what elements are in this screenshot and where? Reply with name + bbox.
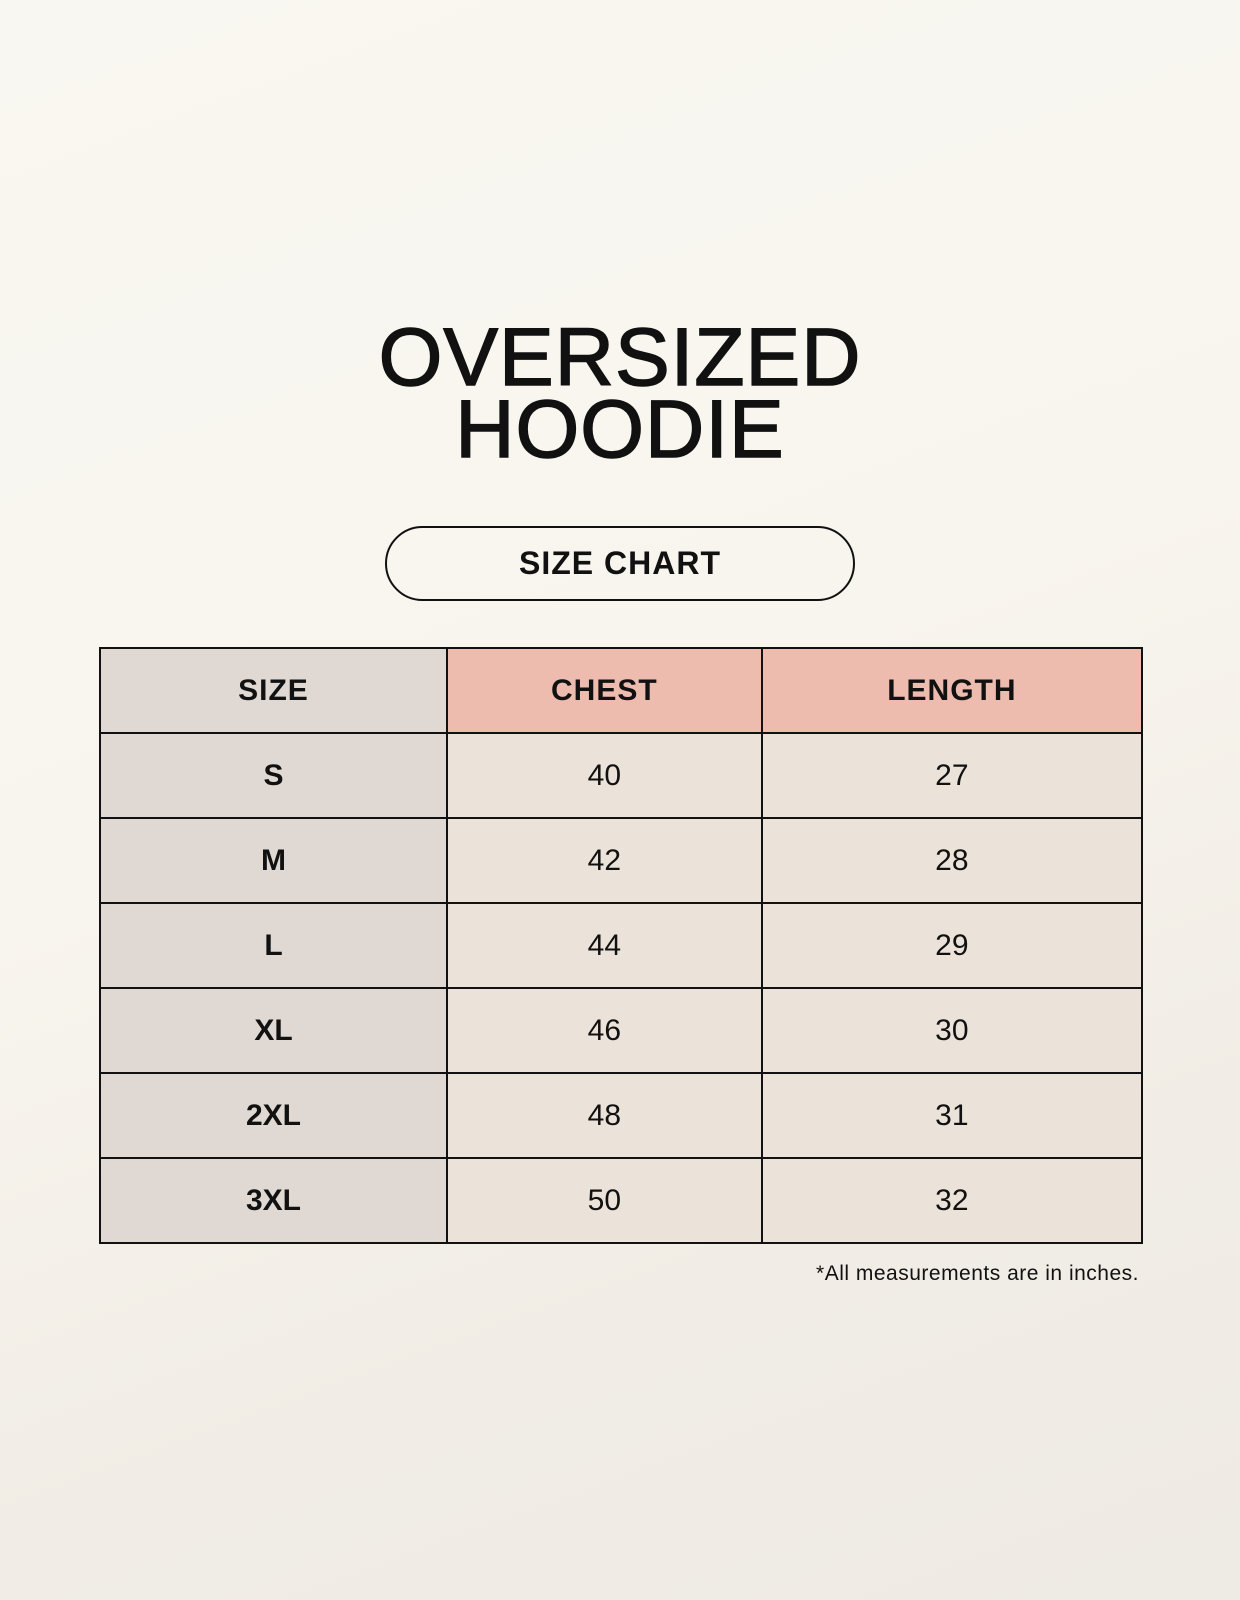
header-length: LENGTH xyxy=(760,647,1144,734)
cell-length: 30 xyxy=(760,987,1144,1074)
title-line-1: OVERSIZED xyxy=(378,312,862,403)
table-row: XL 46 30 xyxy=(99,987,1144,1074)
cell-length: 28 xyxy=(760,817,1144,904)
cell-chest: 42 xyxy=(445,817,763,904)
table-row: 2XL 48 31 xyxy=(99,1072,1144,1159)
cell-length: 31 xyxy=(760,1072,1144,1159)
size-table: SIZE CHEST LENGTH S 40 27 M 42 28 L 44 2… xyxy=(99,647,1144,1244)
cell-size: M xyxy=(99,817,448,904)
header-size: SIZE xyxy=(99,647,448,734)
cell-chest: 50 xyxy=(445,1157,763,1244)
table-row: L 44 29 xyxy=(99,902,1144,989)
cell-length: 29 xyxy=(760,902,1144,989)
measurement-footnote: *All measurements are in inches. xyxy=(816,1262,1139,1285)
size-chart-badge: SIZE CHART xyxy=(385,526,855,601)
table-row: M 42 28 xyxy=(99,817,1144,904)
title-line-2: HOODIE xyxy=(455,384,785,475)
cell-length: 27 xyxy=(760,732,1144,819)
cell-chest: 40 xyxy=(445,732,763,819)
cell-length: 32 xyxy=(760,1157,1144,1244)
table-row: S 40 27 xyxy=(99,732,1144,819)
cell-size: S xyxy=(99,732,448,819)
cell-chest: 44 xyxy=(445,902,763,989)
table-row: 3XL 50 32 xyxy=(99,1157,1144,1244)
table-header-row: SIZE CHEST LENGTH xyxy=(99,647,1144,734)
header-chest: CHEST xyxy=(445,647,763,734)
cell-size: 3XL xyxy=(99,1157,448,1244)
cell-size: L xyxy=(99,902,448,989)
cell-size: 2XL xyxy=(99,1072,448,1159)
cell-chest: 46 xyxy=(445,987,763,1074)
cell-chest: 48 xyxy=(445,1072,763,1159)
page-title: OVERSIZED HOODIE xyxy=(0,312,1240,475)
cell-size: XL xyxy=(99,987,448,1074)
